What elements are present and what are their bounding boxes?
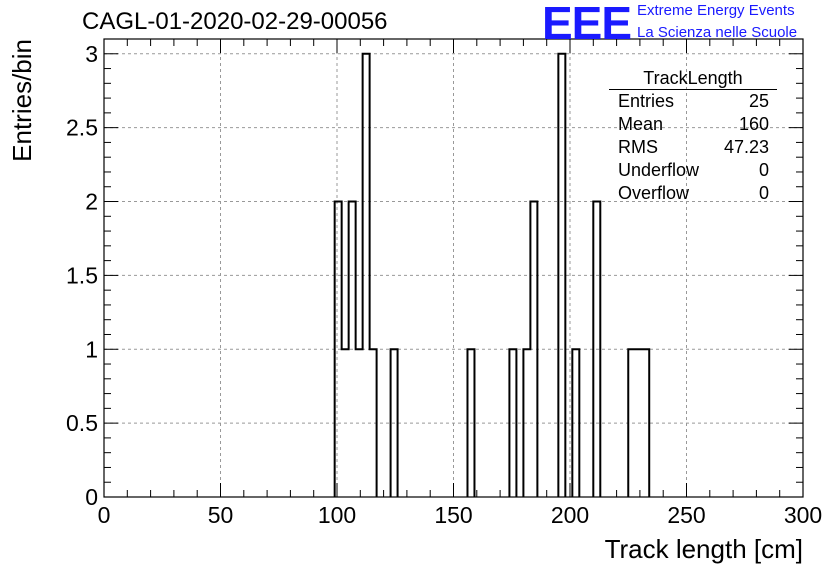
y-axis-title: Entries/bin [7,39,37,162]
x-tick-label: 200 [551,502,589,528]
x-axis-title: Track length [cm] [605,534,803,564]
x-tick-label: 100 [318,502,356,528]
stats-label: Overflow [618,183,690,203]
stats-row-underflow: Underflow 0 [609,159,777,182]
stats-value: 47.23 [723,137,769,157]
stats-row-entries: Entries 25 [609,90,777,113]
run-title: CAGL-01-2020-02-29-00056 [82,8,388,35]
stats-value: 0 [758,183,769,203]
stats-row-rms: RMS 47.23 [609,136,777,159]
stats-value: 0 [758,160,769,180]
y-tick-label: 1.5 [66,262,98,288]
y-tick-label: 1 [85,336,98,362]
x-tick-label: 150 [434,502,472,528]
logo-caption-line2: La Scienza nelle Scuole [637,24,798,41]
y-tick-label: 0.5 [66,410,98,436]
histogram-outline [333,52,651,497]
y-tick-label: 2 [85,189,98,215]
stats-label: Entries [618,91,675,111]
stats-value: 160 [738,114,769,134]
y-tick-label: 3 [85,41,98,67]
stats-label: Mean [618,114,664,134]
x-tick-label: 250 [667,502,705,528]
x-tick-label: 50 [208,502,234,528]
x-tick-label: 300 [784,502,822,528]
y-tick-label: 0 [85,484,98,510]
stats-row-overflow: Overflow 0 [609,182,777,205]
stats-row-mean: Mean 160 [609,113,777,136]
x-tick-label: 0 [98,502,111,528]
logo-caption-line1: Extreme Energy Events [637,2,795,19]
stats-label: RMS [618,137,658,157]
eee-logo: EEE [542,0,632,49]
stats-label: Underflow [618,160,700,180]
y-tick-label: 2.5 [66,115,98,141]
stats-box: TrackLength Entries 25 Mean 160 RMS 47.23 U… [609,67,777,205]
stats-title: TrackLength [609,67,777,90]
stats-value: 25 [748,91,769,111]
